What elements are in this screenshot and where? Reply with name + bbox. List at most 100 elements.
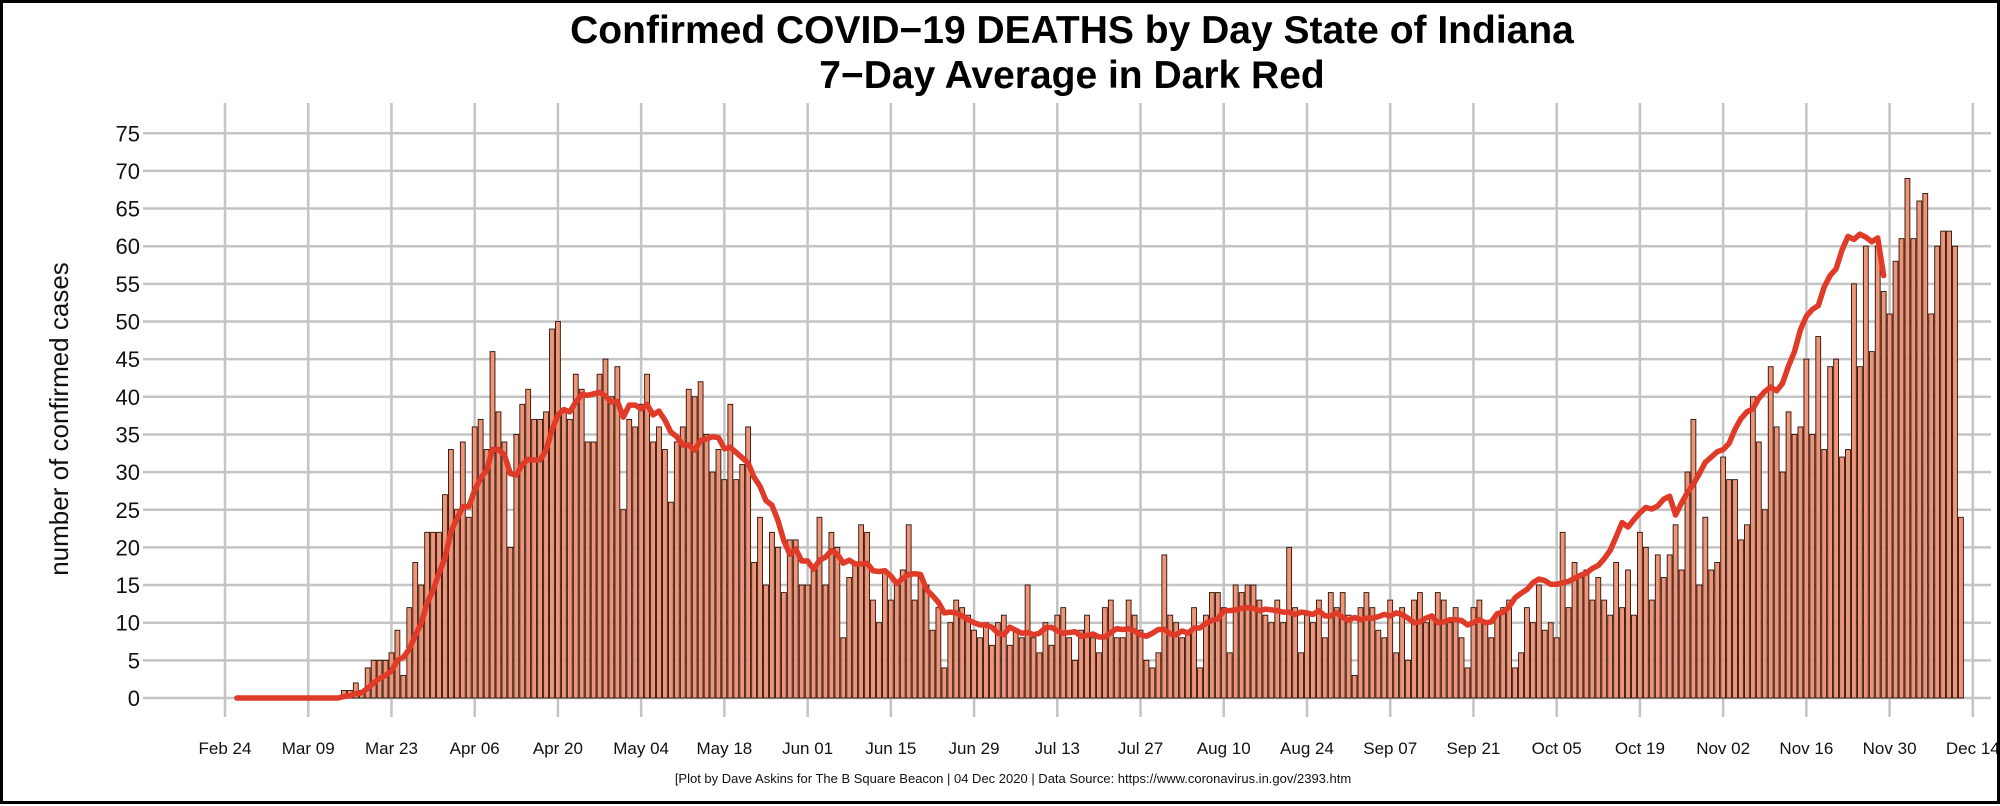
- bar: [1952, 245, 1958, 699]
- bar: [1547, 622, 1554, 699]
- bar: [596, 373, 603, 699]
- bar: [1149, 667, 1156, 699]
- bar: [1030, 637, 1037, 699]
- bar: [1672, 524, 1679, 699]
- bar: [566, 418, 573, 699]
- bar: [1565, 607, 1572, 699]
- bar: [1208, 592, 1215, 699]
- x-tick-label: Apr 20: [533, 739, 583, 758]
- bar: [1922, 193, 1929, 699]
- bar: [1946, 230, 1952, 699]
- bar: [1250, 584, 1257, 699]
- bar: [1345, 614, 1352, 699]
- bar: [1797, 426, 1804, 699]
- bar: [1101, 607, 1108, 699]
- bar: [1280, 622, 1287, 699]
- bar: [1321, 637, 1328, 699]
- bar: [816, 516, 823, 699]
- bar: [644, 373, 650, 699]
- x-tick-label: Nov 30: [1863, 739, 1917, 758]
- bar: [1577, 577, 1584, 699]
- bar: [620, 509, 627, 699]
- bar: [1785, 411, 1792, 699]
- bar: [1470, 607, 1477, 699]
- y-tick-label: 50: [116, 310, 140, 335]
- bar: [430, 531, 436, 699]
- bar: [578, 388, 585, 699]
- bar: [1006, 644, 1013, 699]
- bar: [1868, 351, 1875, 699]
- bar: [489, 351, 496, 699]
- bar: [572, 373, 579, 699]
- bar: [1631, 614, 1637, 699]
- bar: [1839, 456, 1845, 699]
- bar: [1000, 614, 1007, 699]
- bar: [721, 479, 728, 699]
- bar: [1060, 607, 1067, 699]
- x-tick-label: Apr 06: [450, 739, 500, 758]
- bar: [935, 607, 942, 699]
- bar: [882, 569, 888, 699]
- chart-subtitle: 7−Day Average in Dark Red: [819, 54, 1324, 97]
- bar: [840, 637, 847, 699]
- bar: [697, 381, 704, 699]
- bar: [834, 546, 841, 699]
- bar: [1755, 441, 1762, 699]
- bar: [1803, 358, 1810, 699]
- y-tick-label: 35: [116, 422, 140, 447]
- y-tick-label: 25: [116, 498, 140, 523]
- bar: [1339, 592, 1346, 699]
- y-tick-label: 75: [116, 121, 140, 146]
- bar: [1874, 245, 1881, 699]
- bar: [1226, 652, 1233, 699]
- bar: [1791, 434, 1798, 699]
- bar: [1625, 569, 1631, 699]
- x-tick-label: Aug 10: [1197, 739, 1251, 758]
- bar: [1827, 366, 1834, 699]
- bar: [1440, 599, 1447, 699]
- y-tick-label: 45: [116, 347, 140, 372]
- x-tick-label: Jun 29: [949, 739, 1000, 758]
- bar: [685, 388, 692, 699]
- bar: [1856, 366, 1863, 699]
- bar: [1714, 562, 1721, 699]
- bar: [519, 403, 526, 699]
- x-tick-label: May 04: [613, 739, 669, 758]
- y-axis-label: number of confirmed cases: [44, 262, 74, 576]
- seven-day-average-line: [234, 231, 1887, 701]
- bar: [1298, 652, 1304, 699]
- bar: [1886, 313, 1893, 699]
- bar: [1690, 418, 1697, 699]
- bar: [1702, 516, 1709, 699]
- y-tick-label: 55: [116, 272, 140, 297]
- bar: [1851, 283, 1857, 699]
- bar: [1310, 622, 1316, 699]
- bar: [1619, 607, 1625, 699]
- y-tick-label: 20: [116, 535, 140, 560]
- bar: [858, 524, 864, 699]
- bar: [1583, 569, 1590, 699]
- bar: [1535, 584, 1542, 699]
- bar: [1530, 622, 1536, 699]
- bar: [1684, 471, 1691, 699]
- bar: [1767, 366, 1774, 699]
- bar: [1773, 426, 1780, 699]
- bar: [555, 321, 561, 699]
- bar: [1428, 614, 1435, 699]
- bar: [1203, 614, 1209, 699]
- bar: [1654, 554, 1661, 699]
- bar: [757, 516, 763, 699]
- bar: [1369, 607, 1376, 699]
- bar: [989, 644, 995, 699]
- bar: [994, 622, 1001, 699]
- bar: [543, 411, 549, 699]
- bar: [1666, 554, 1673, 699]
- bar: [977, 637, 983, 699]
- bar: [1446, 622, 1453, 699]
- bar: [1018, 637, 1025, 699]
- bar: [745, 426, 752, 699]
- bar: [436, 531, 442, 699]
- bar: [703, 434, 710, 699]
- bar: [1512, 667, 1518, 699]
- bar: [1179, 637, 1186, 699]
